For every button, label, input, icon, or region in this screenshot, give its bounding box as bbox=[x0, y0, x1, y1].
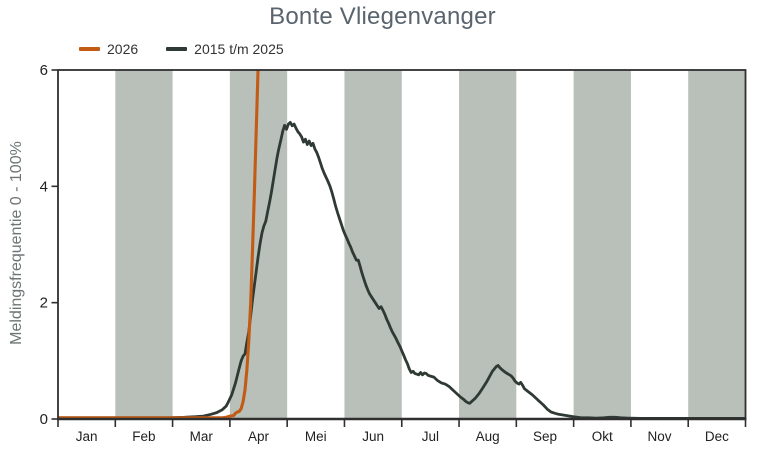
legend-label-2026: 2026 bbox=[107, 41, 139, 57]
x-tick-label: Feb bbox=[132, 429, 155, 444]
y-tick-label: 6 bbox=[40, 62, 48, 79]
y-tick-label: 0 bbox=[40, 411, 48, 428]
month-band bbox=[688, 70, 746, 419]
y-tick-label: 2 bbox=[40, 295, 48, 312]
month-band bbox=[459, 70, 517, 419]
legend: 2026 2015 t/m 2025 bbox=[79, 41, 284, 57]
legend-label-historic: 2015 t/m 2025 bbox=[194, 41, 284, 57]
legend-item-historic: 2015 t/m 2025 bbox=[166, 41, 284, 57]
x-tick-label: Jun bbox=[362, 429, 384, 444]
month-band bbox=[344, 70, 402, 419]
x-tick-label: Jan bbox=[76, 429, 98, 444]
x-tick-label: Nov bbox=[648, 429, 672, 444]
chart-title: Bonte Vliegenvanger bbox=[269, 3, 496, 30]
legend-swatch-2026 bbox=[79, 47, 100, 51]
x-tick-label: Mei bbox=[305, 429, 327, 444]
legend-item-2026: 2026 bbox=[79, 41, 138, 57]
month-band bbox=[115, 70, 173, 419]
x-tick-label: Apr bbox=[248, 429, 270, 444]
month-band bbox=[573, 70, 631, 419]
legend-swatch-historic bbox=[166, 47, 188, 51]
x-tick-label: Aug bbox=[476, 429, 500, 444]
y-tick-label: 4 bbox=[40, 178, 48, 195]
series-line-2015-t-m-2025 bbox=[58, 121, 746, 420]
x-tick-label: Okt bbox=[592, 429, 613, 444]
x-tick-label: Jul bbox=[422, 429, 439, 444]
x-tick-label: Mar bbox=[190, 429, 214, 444]
x-tick-label: Sep bbox=[533, 429, 557, 444]
x-tick-label: Dec bbox=[705, 429, 729, 444]
